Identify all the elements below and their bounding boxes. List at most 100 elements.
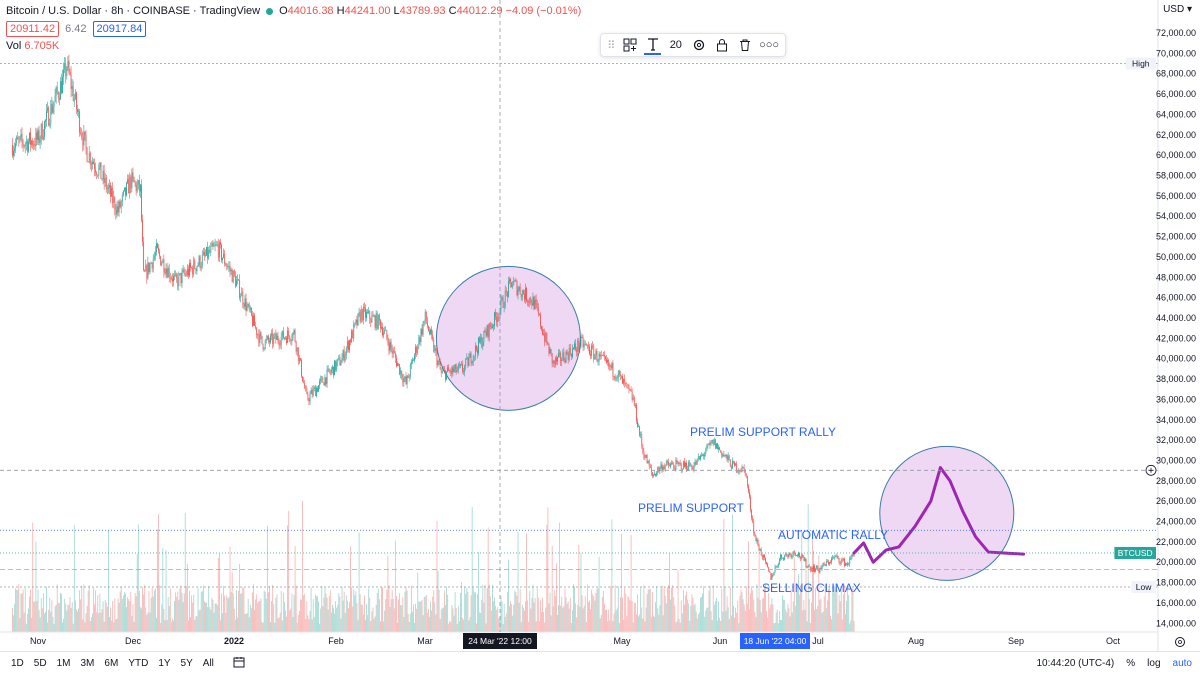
candle-body (450, 371, 452, 374)
volume-bar (227, 598, 229, 632)
bottom-toolbar: 1D 5D 1M 3M 6M YTD 1Y 5Y All 10:44:20 (UTC-4) % … (0, 651, 1200, 675)
candle (600, 350, 602, 360)
candle (487, 324, 489, 341)
clock[interactable]: 10:44:20 (UTC-4) (1036, 658, 1115, 669)
candle-body (600, 354, 602, 357)
auto-scale-toggle[interactable]: auto (1172, 658, 1192, 669)
candle (464, 364, 466, 377)
candle (468, 353, 470, 367)
candle (632, 394, 634, 401)
volume-bar (451, 605, 453, 632)
candle (239, 274, 241, 301)
volume-bar (205, 602, 206, 632)
candle-body (760, 548, 762, 556)
volume-bar (69, 596, 71, 632)
font-size-button[interactable]: 20 (669, 39, 682, 51)
timeframe-1m[interactable]: 1M (56, 658, 71, 669)
volume-bar (797, 586, 798, 632)
candle (384, 326, 386, 335)
volume-bar (552, 606, 554, 632)
volume-bar (663, 586, 665, 632)
volume-bar (101, 608, 103, 632)
candle-body (204, 252, 205, 256)
timeframe-3m[interactable]: 3M (80, 658, 95, 669)
candle-body (602, 355, 604, 356)
candle (180, 272, 182, 287)
volume-bar (314, 594, 316, 632)
timeframe-all[interactable]: All (202, 658, 214, 669)
lock-icon[interactable] (713, 36, 730, 54)
candle-body (159, 251, 161, 257)
candle-body (62, 76, 63, 94)
candle-body (736, 463, 738, 472)
candle (521, 289, 523, 302)
volume-bar (616, 607, 618, 632)
timeframe-ytd[interactable]: YTD (128, 658, 149, 669)
candle (371, 311, 373, 323)
symbol-title[interactable]: Bitcoin / U.S. Dollar · 8h · COINBASE · … (6, 5, 261, 17)
candle-body (54, 95, 56, 102)
candle (844, 557, 845, 568)
candle (330, 366, 332, 376)
candle-body (344, 354, 346, 361)
candle (390, 338, 392, 353)
percent-toggle[interactable]: % (1126, 658, 1136, 669)
candle (616, 374, 618, 382)
volume-bar (312, 599, 314, 632)
volume-bar (592, 594, 594, 632)
candle-body (133, 177, 135, 182)
candle (701, 452, 702, 458)
text-color-icon[interactable] (644, 35, 662, 55)
timeframe-6m[interactable]: 6M (104, 658, 119, 669)
candle (707, 443, 709, 449)
drag-handle-icon[interactable]: ⠿ (607, 39, 616, 52)
timeframe-1d[interactable]: 1D (11, 658, 24, 669)
ask-button[interactable]: 20917.84 (92, 21, 147, 37)
timeframe-5y[interactable]: 5Y (180, 658, 193, 669)
volume-bar (623, 619, 625, 632)
candle (98, 163, 100, 180)
candle (765, 557, 766, 565)
timeframe-1y[interactable]: 1Y (158, 658, 171, 669)
candle-body (712, 439, 714, 445)
candle (241, 287, 243, 297)
candle-body (35, 132, 37, 147)
candle-body (718, 447, 719, 450)
volume-bars (12, 500, 855, 632)
more-icon[interactable]: ○○○ (759, 39, 780, 51)
candle (776, 564, 778, 568)
candle-body (646, 454, 648, 464)
candle-body (210, 246, 212, 253)
candle (466, 353, 468, 360)
template-icon[interactable] (621, 36, 638, 54)
candle (462, 360, 463, 374)
settings-icon[interactable] (690, 36, 707, 54)
candle-body (765, 557, 766, 563)
price-chart[interactable]: High69000.0029033.5523146.52BTCUSD20911.… (0, 0, 1200, 651)
candle-body (689, 462, 691, 467)
candle-body (458, 364, 460, 366)
candle-body (96, 172, 98, 175)
x-tick-label: Aug (908, 636, 924, 646)
volume-bar (397, 622, 398, 632)
trash-icon[interactable] (736, 36, 753, 54)
volume-bar (289, 610, 291, 632)
candle (453, 365, 455, 373)
candle-body (598, 353, 600, 362)
log-toggle[interactable]: log (1147, 658, 1161, 669)
bid-button[interactable]: 20911.42 (6, 21, 60, 37)
currency-selector[interactable]: USD ▾ (1163, 4, 1192, 15)
candlesticks (12, 54, 855, 581)
candle-body (86, 147, 88, 162)
date-range-icon[interactable] (233, 656, 245, 671)
volume-bar (323, 597, 325, 632)
timeframe-5d[interactable]: 5D (33, 658, 47, 669)
volume-bar (201, 591, 203, 632)
candle (783, 557, 785, 562)
candle (527, 299, 529, 307)
volume-bar (305, 619, 307, 632)
volume-bar (350, 546, 351, 632)
volume-bar (182, 601, 184, 632)
candle (833, 555, 835, 560)
volume-bar (449, 621, 451, 632)
